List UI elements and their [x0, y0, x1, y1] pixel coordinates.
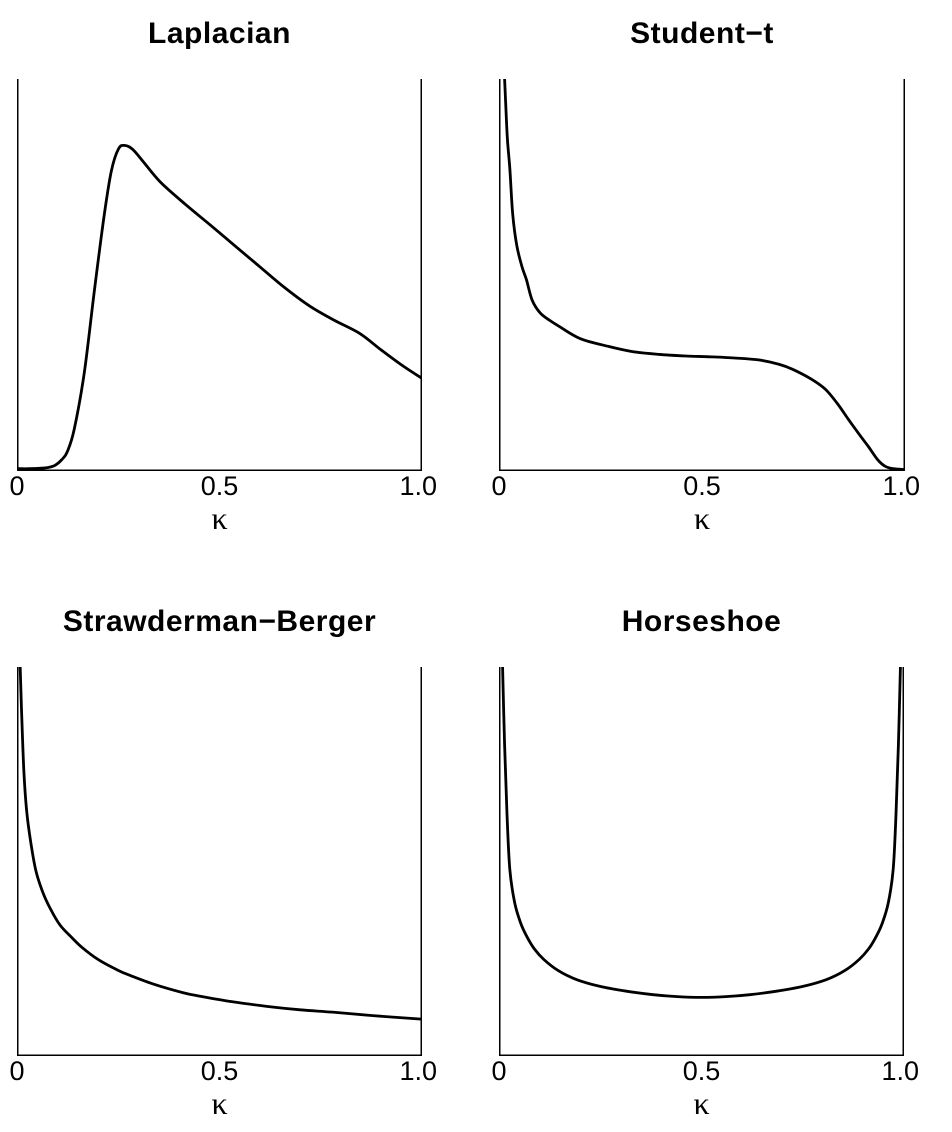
x-tick-label: 0.5 [683, 471, 721, 501]
axes [17, 79, 422, 471]
x-tick-label: 0 [9, 471, 25, 501]
x-axis-label: κ [693, 1085, 710, 1121]
x-axis-label: κ [693, 500, 711, 536]
plot-student-t [499, 79, 905, 471]
x-tick-label: 1.0 [881, 1056, 920, 1086]
density-curve [18, 667, 422, 1021]
panel-strawderman-berger: Strawderman−Berger 0 0.5 1.0 κ [9, 605, 437, 1119]
x-tick-label: 1.0 [399, 471, 438, 501]
x-tick-label: 0.5 [200, 1056, 239, 1086]
x-tick-label: 0.5 [200, 471, 239, 501]
x-tick-label: 0.5 [682, 1056, 721, 1086]
panel-laplacian: Laplacian 0 0.5 1.0 κ [9, 17, 437, 534]
plot-laplacian [17, 79, 422, 471]
x-tick-label: 1.0 [399, 1056, 438, 1086]
panel-student-t: Student−t 0 0.5 1.0 κ [491, 17, 920, 534]
panel-title: Student−t [630, 17, 774, 50]
axes [499, 667, 904, 1056]
panel-title: Laplacian [148, 17, 291, 50]
x-axis-label: κ [211, 500, 228, 536]
axes [17, 667, 422, 1056]
x-tick-label: 0 [491, 471, 507, 501]
axes [499, 79, 905, 471]
density-curve [501, 667, 902, 999]
plot-horseshoe [499, 667, 904, 1056]
x-tick-label: 0 [9, 1056, 25, 1086]
panel-horseshoe: Horseshoe 0 0.5 1.0 κ [491, 605, 919, 1119]
x-tick-label: 0 [491, 1056, 507, 1086]
density-curve [17, 143, 422, 471]
density-curve [503, 79, 905, 471]
panel-title: Strawderman−Berger [62, 605, 377, 638]
x-tick-label: 1.0 [882, 471, 921, 501]
x-axis-label: κ [211, 1085, 228, 1121]
panel-title: Horseshoe [621, 605, 782, 638]
plot-strawderman-berger [17, 667, 422, 1056]
